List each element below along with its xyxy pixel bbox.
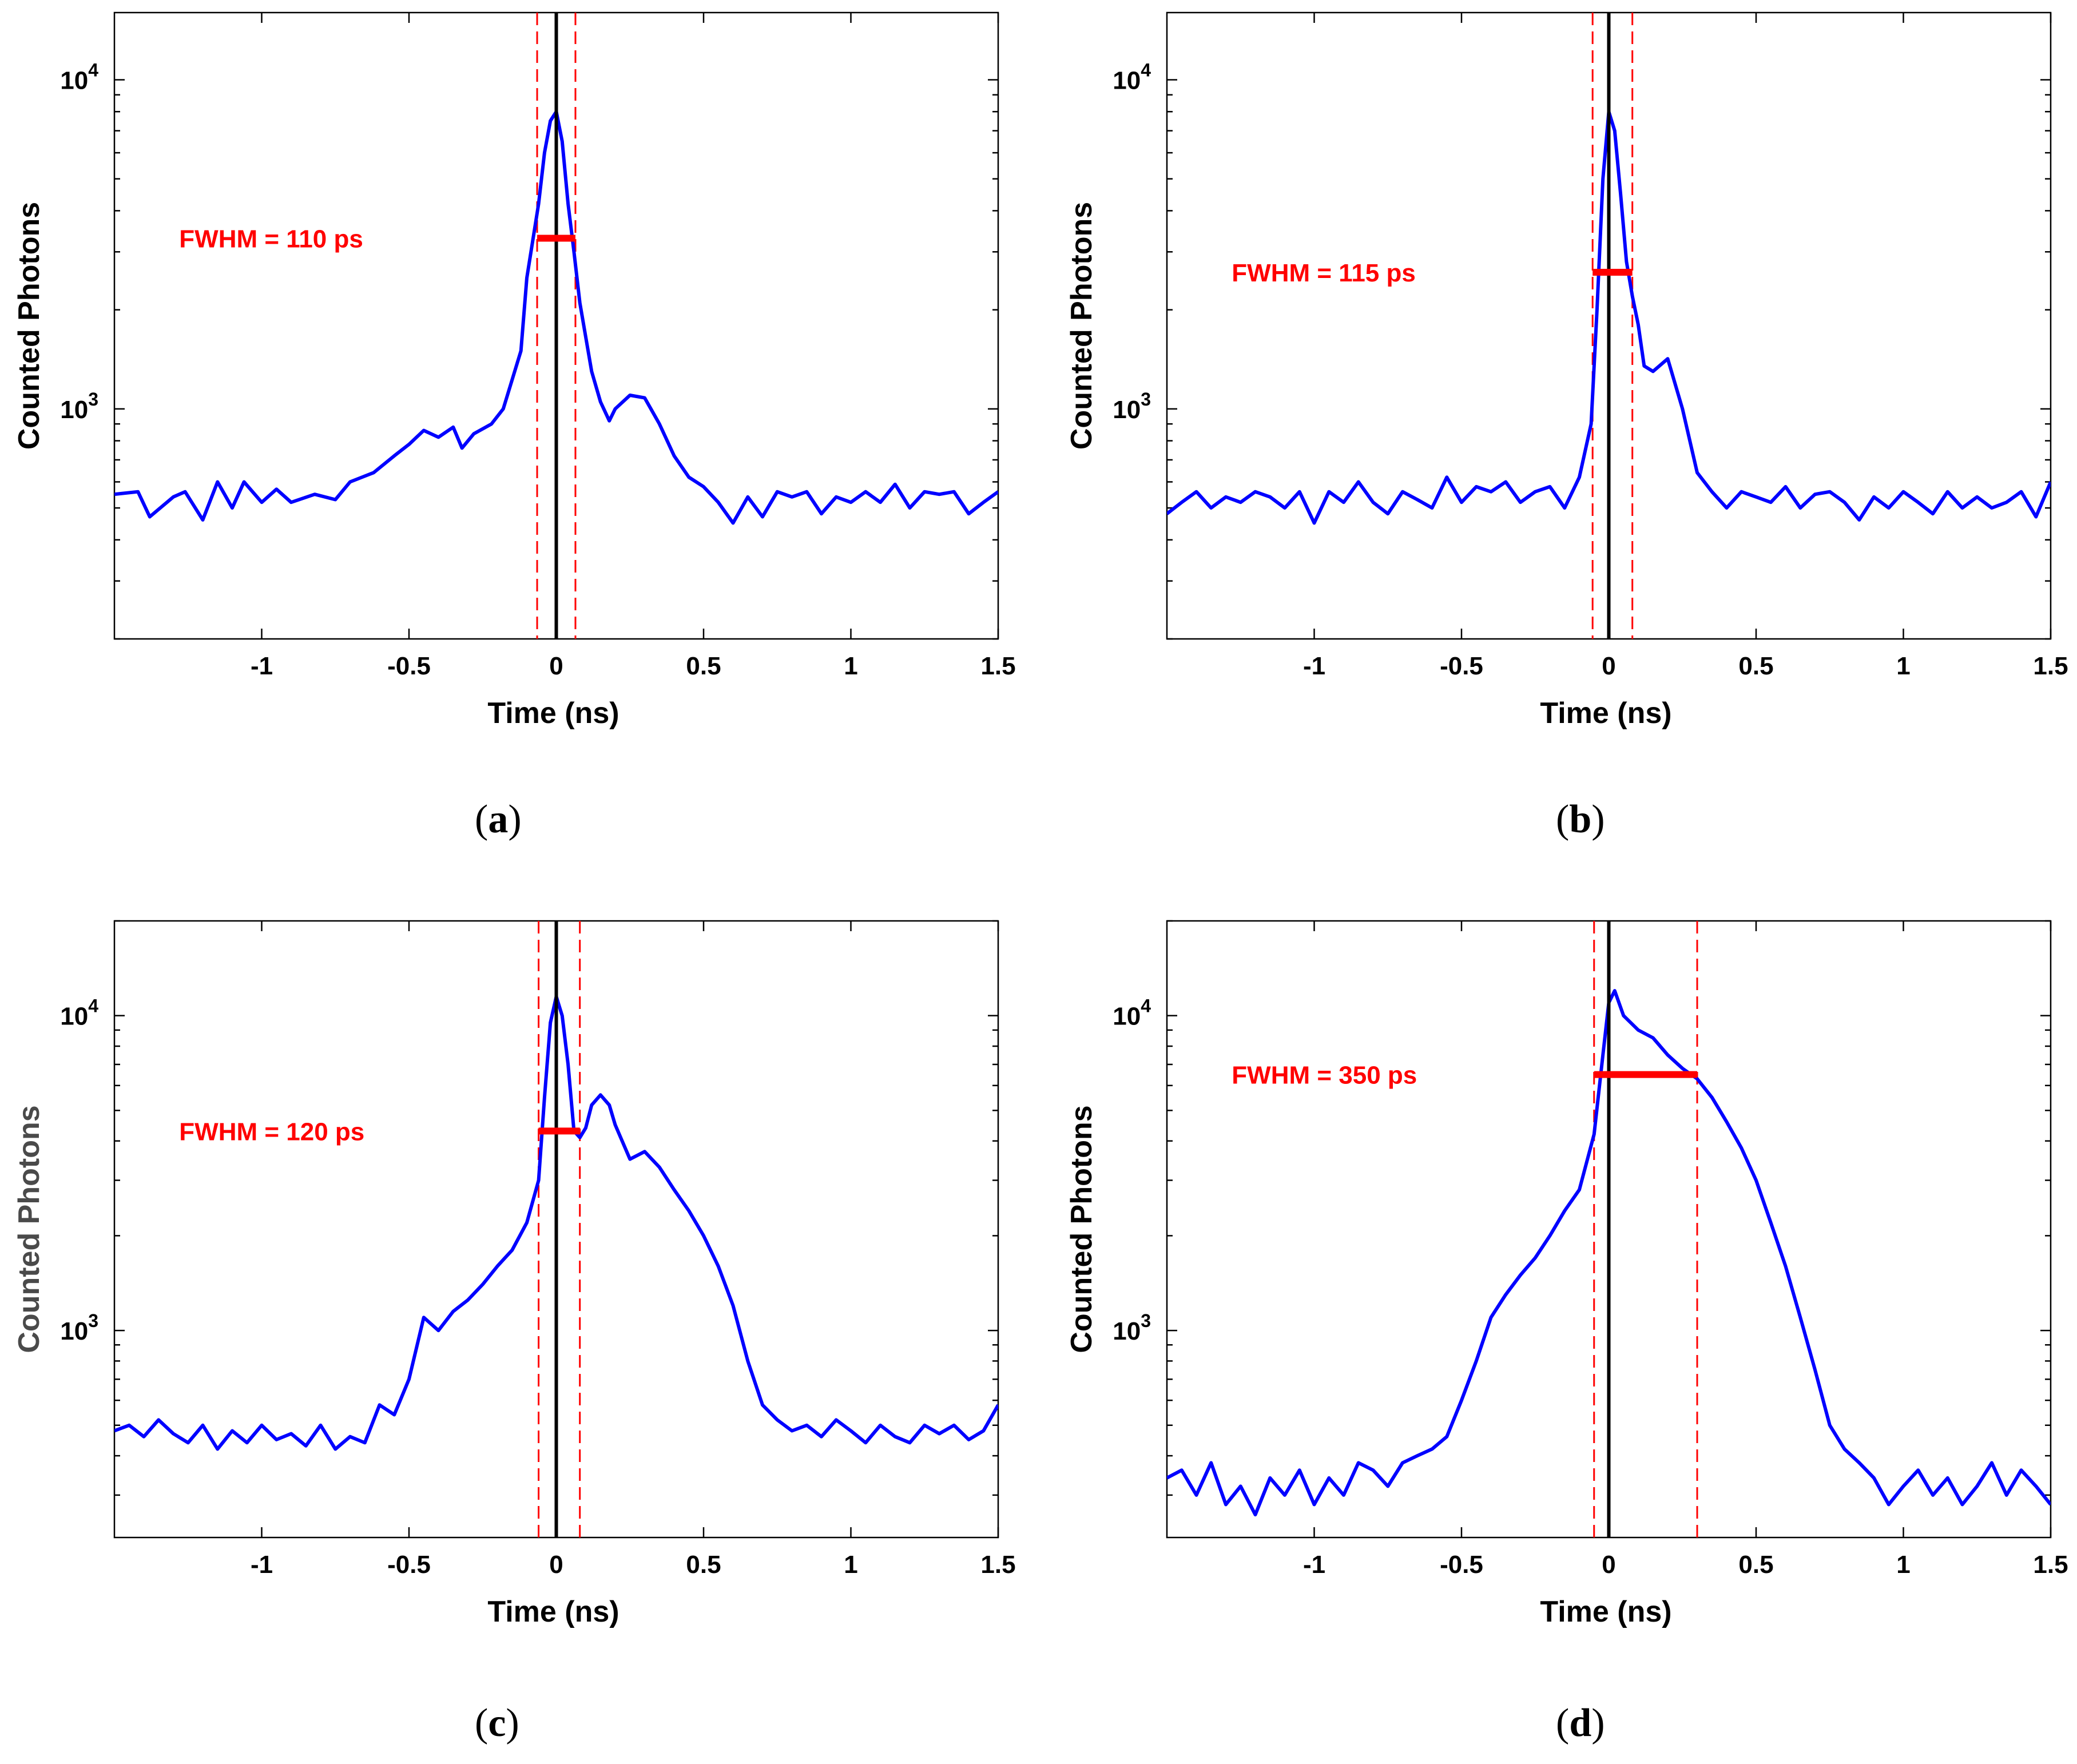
x-axis-title: Time (ns) xyxy=(1540,1595,1671,1628)
chart-a: -1 -0.5 0 0.5 1 1.5 103 104 Time (ns) Counted Pho… xyxy=(13,11,1016,841)
x-tick-label: 0.5 xyxy=(1738,1551,1773,1579)
x-axis-title: Time (ns) xyxy=(487,697,619,730)
panel-caption: (a) xyxy=(475,797,522,841)
chart-b: -1 -0.5 0 0.5 1 1.5 103 104 Time (ns) Counted Pho… xyxy=(1065,11,2068,841)
x-tick-label: 0 xyxy=(1602,652,1615,680)
x-tick-label: 0.5 xyxy=(686,652,721,680)
fwhm-annotation: FWHM = 110 ps xyxy=(179,225,363,253)
fwhm-annotation: FWHM = 350 ps xyxy=(1232,1062,1417,1090)
panel-caption: (c) xyxy=(475,1701,519,1745)
y-tick-label: 103 xyxy=(60,1310,98,1345)
y-tick-label: 104 xyxy=(60,59,98,94)
x-tick-label: -1 xyxy=(251,1551,273,1579)
x-tick-label: 0.5 xyxy=(686,1551,721,1579)
x-tick-label: 1 xyxy=(844,652,857,680)
x-tick-label: 1.5 xyxy=(2033,1551,2068,1579)
x-tick-label: 1.5 xyxy=(980,1551,1015,1579)
panel-d: -1 -0.5 0 0.5 1 1.5 103 104 Time (ns) Counted Pho… xyxy=(1053,904,2077,1764)
y-axis-title: Counted Photons xyxy=(1065,202,1098,450)
y-axis-title: Counted Photons xyxy=(1065,1105,1098,1353)
x-axis-title: Time (ns) xyxy=(1540,697,1671,730)
x-tick-label: 0.5 xyxy=(1738,652,1773,680)
panel-a: -1 -0.5 0 0.5 1 1.5 103 104 Time (ns) Counted Pho… xyxy=(0,0,1038,882)
x-axis-title: Time (ns) xyxy=(487,1595,619,1628)
chart-d: -1 -0.5 0 0.5 1 1.5 103 104 Time (ns) Counted Pho… xyxy=(1065,920,2068,1745)
x-tick-label: 1 xyxy=(1896,1551,1910,1579)
panel-caption: (d) xyxy=(1556,1701,1605,1745)
x-tick-label: 1 xyxy=(844,1551,857,1579)
y-tick-label: 104 xyxy=(60,996,98,1031)
y-tick-label: 104 xyxy=(1113,996,1151,1031)
fwhm-annotation: FWHM = 120 ps xyxy=(179,1118,364,1146)
data-line-a xyxy=(114,110,998,525)
data-line-b xyxy=(1167,110,2051,525)
x-tick-label: -1 xyxy=(1303,652,1325,680)
x-tick-label: -0.5 xyxy=(387,652,431,680)
x-tick-label: -0.5 xyxy=(387,1551,431,1579)
x-tick-label: 0 xyxy=(549,1551,563,1579)
x-tick-label: 1 xyxy=(1896,652,1910,680)
x-tick-label: 0 xyxy=(549,652,563,680)
y-axis-title: Counted Photons xyxy=(13,1105,46,1353)
x-tick-label: -0.5 xyxy=(1440,1551,1483,1579)
panel-b: -1 -0.5 0 0.5 1 1.5 103 104 Time (ns) Counted Pho… xyxy=(1053,0,2077,882)
x-tick-label: 1.5 xyxy=(2033,652,2068,680)
y-tick-label: 103 xyxy=(1113,1310,1151,1345)
y-tick-label: 103 xyxy=(1113,389,1151,424)
panel-caption: (b) xyxy=(1556,797,1605,841)
x-tick-label: -1 xyxy=(251,652,273,680)
x-tick-label: 0 xyxy=(1602,1551,1615,1579)
chart-c: -1 -0.5 0 0.5 1 1.5 103 104 Time (ns) Counted Pho… xyxy=(13,920,1016,1745)
fwhm-annotation: FWHM = 115 ps xyxy=(1232,259,1416,287)
x-tick-label: -1 xyxy=(1303,1551,1325,1579)
y-tick-label: 104 xyxy=(1113,59,1151,94)
data-line-c xyxy=(114,995,998,1451)
panel-c: -1 -0.5 0 0.5 1 1.5 103 104 Time (ns) Counted Pho… xyxy=(0,904,1038,1764)
x-tick-label: 1.5 xyxy=(980,652,1015,680)
x-tick-label: -0.5 xyxy=(1440,652,1483,680)
y-axis-title: Counted Photons xyxy=(13,202,46,450)
y-tick-label: 103 xyxy=(60,389,98,424)
